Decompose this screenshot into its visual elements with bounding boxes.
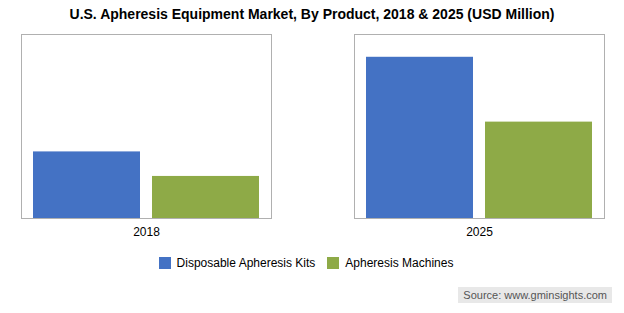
svg-text:2018: 2018	[133, 225, 160, 239]
html-text:Disposable Apheresis Kits: Disposable Apheresis Kits	[176, 255, 316, 270]
svg-text:2025: 2025	[466, 225, 493, 239]
html-text:Source: www.gminsights.com: Source: www.gminsights.com	[463, 289, 607, 301]
html-text:Apheresis Machines: Apheresis Machines	[345, 255, 454, 270]
html-text:U.S. Apheresis Equipment Marke: U.S. Apheresis Equipment Market, By Prod…	[69, 6, 555, 22]
